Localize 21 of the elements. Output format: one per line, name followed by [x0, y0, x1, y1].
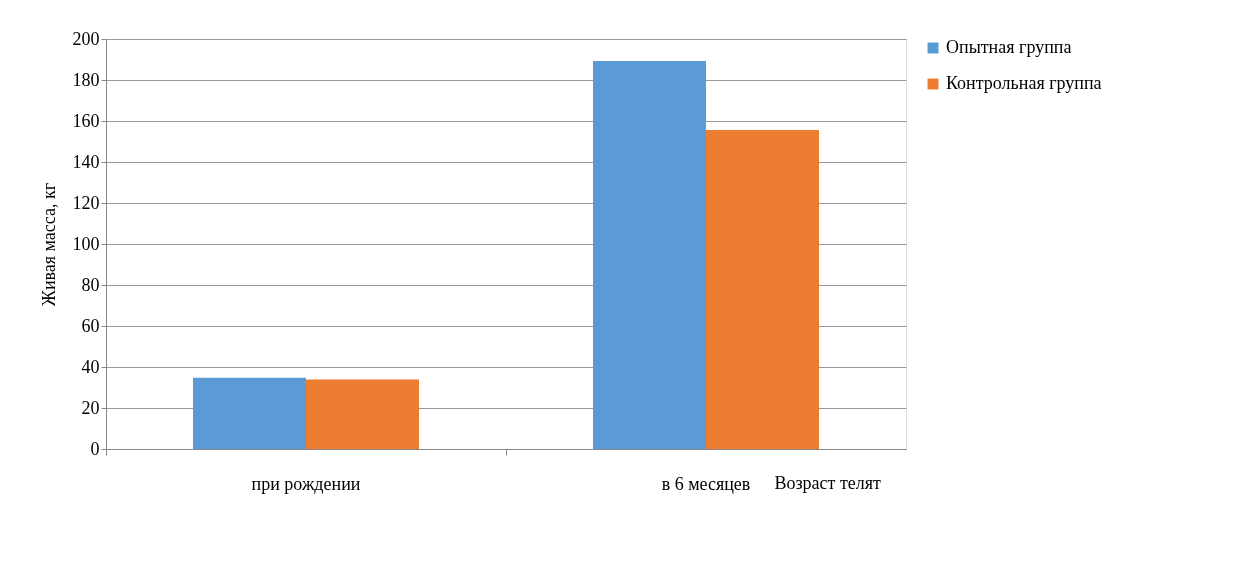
y-tick-label: 40 [81, 356, 100, 377]
y-tick-label: 0 [90, 438, 100, 459]
y-tick-label: 80 [81, 274, 100, 295]
x-axis-title: Возраст телят [774, 472, 882, 493]
y-tick-label: 100 [72, 233, 100, 254]
y-tick-label: 140 [72, 151, 100, 172]
bar [306, 379, 419, 449]
bar [193, 377, 306, 449]
bar [706, 130, 819, 449]
bar [593, 60, 706, 449]
legend-label: Опытная группа [946, 37, 1072, 57]
y-tick-label: 20 [81, 397, 100, 418]
y-axis-title: Живая масса, кг [38, 182, 59, 307]
x-tick-label: в 6 месяцев [661, 473, 751, 494]
legend-label: Контрольная группа [946, 73, 1102, 93]
y-tick-label: 160 [72, 110, 100, 131]
y-tick-label: 120 [72, 192, 100, 213]
y-tick-label: 180 [72, 69, 100, 90]
y-tick-label: 200 [72, 28, 100, 49]
y-tick-label: 60 [81, 315, 100, 336]
x-tick-label: при рождении [251, 473, 361, 494]
